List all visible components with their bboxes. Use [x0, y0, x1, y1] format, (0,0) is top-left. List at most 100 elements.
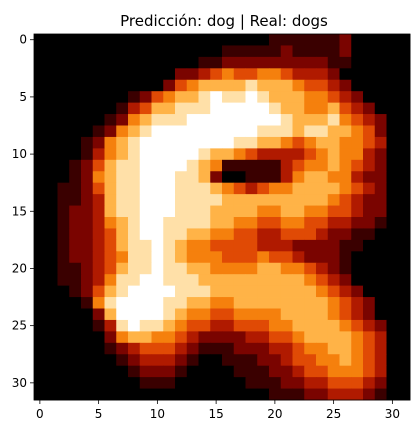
pixel-cell	[139, 56, 152, 69]
pixel-cell	[45, 45, 58, 58]
pixel-cell	[57, 91, 70, 104]
pixel-cell	[245, 319, 258, 332]
pixel-cell	[386, 297, 399, 309]
pixel-cell	[198, 354, 211, 367]
pixel-cell	[57, 68, 70, 81]
pixel-cell	[139, 228, 152, 241]
pixel-cell	[92, 262, 105, 275]
pixel-cell	[257, 114, 270, 126]
pixel-cell	[304, 56, 317, 69]
pixel-cell	[151, 114, 164, 126]
pixel-cell	[292, 388, 305, 401]
pixel-cell	[69, 136, 82, 149]
pixel-cell	[280, 171, 293, 184]
pixel-cell	[116, 148, 129, 161]
pixel-cell	[386, 136, 399, 149]
pixel-cell	[34, 205, 47, 218]
pixel-cell	[339, 34, 352, 46]
pixel-cell	[233, 79, 246, 92]
pixel-cell	[128, 102, 141, 115]
pixel-cell	[269, 182, 282, 195]
pixel-cell	[351, 274, 364, 287]
pixel-cell	[374, 68, 387, 81]
pixel-cell	[233, 136, 246, 149]
pixel-cell	[398, 56, 411, 69]
pixel-cell	[34, 365, 47, 378]
pixel-cell	[139, 377, 152, 389]
pixel-cell	[128, 136, 141, 149]
pixel-cell	[339, 251, 352, 264]
pixel-cell	[81, 114, 94, 126]
pixel-cell	[92, 159, 105, 172]
pixel-cell	[233, 171, 246, 184]
pixel-cell	[245, 297, 258, 309]
pixel-cell	[257, 354, 270, 367]
pixel-cell	[104, 56, 117, 69]
pixel-cell	[116, 285, 129, 298]
pixel-cell	[398, 159, 411, 172]
pixel-cell	[45, 217, 58, 229]
pixel-cell	[351, 297, 364, 309]
pixel-cell	[186, 285, 199, 298]
pixel-cell	[386, 171, 399, 184]
pixel-cell	[398, 148, 411, 161]
pixel-cell	[257, 102, 270, 115]
pixel-cell	[280, 331, 293, 344]
pixel-cell	[81, 182, 94, 195]
pixel-cell	[139, 102, 152, 115]
pixel-cell	[104, 217, 117, 229]
pixel-cell	[139, 34, 152, 46]
pixel-cell	[257, 217, 270, 229]
pixel-cell	[175, 91, 188, 104]
pixel-cell	[45, 274, 58, 287]
pixel-cell	[351, 308, 364, 321]
pixel-cell	[351, 182, 364, 195]
pixel-cell	[327, 45, 340, 58]
pixel-cell	[175, 34, 188, 46]
pixel-cell	[128, 159, 141, 172]
pixel-cell	[222, 342, 235, 355]
pixel-cell	[45, 377, 58, 389]
pixel-cell	[151, 136, 164, 149]
pixel-cell	[69, 377, 82, 389]
pixel-cell	[363, 217, 376, 229]
pixel-cell	[374, 114, 387, 126]
pixel-cell	[316, 102, 329, 115]
pixel-cell	[45, 365, 58, 378]
pixel-cell	[186, 308, 199, 321]
pixel-cell	[163, 205, 176, 218]
pixel-cell	[116, 262, 129, 275]
pixel-cell	[327, 79, 340, 92]
pixel-cell	[304, 182, 317, 195]
pixel-cell	[304, 114, 317, 126]
pixel-cell	[186, 239, 199, 252]
pixel-cell	[316, 319, 329, 332]
pixel-cell	[245, 125, 258, 138]
pixel-cell	[374, 262, 387, 275]
pixel-cell	[292, 125, 305, 138]
pixel-cell	[327, 125, 340, 138]
pixel-cell	[222, 68, 235, 81]
pixel-cell	[128, 125, 141, 138]
pixel-cell	[292, 297, 305, 309]
pixel-cell	[292, 148, 305, 161]
pixel-cell	[92, 274, 105, 287]
pixel-cell	[339, 102, 352, 115]
pixel-cell	[245, 251, 258, 264]
pixel-cell	[351, 365, 364, 378]
pixel-cell	[104, 205, 117, 218]
pixel-cell	[339, 136, 352, 149]
pixel-cell	[57, 171, 70, 184]
pixel-cell	[163, 217, 176, 229]
pixel-cell	[34, 274, 47, 287]
pixel-cell	[163, 342, 176, 355]
axes-frame	[33, 33, 411, 401]
pixel-cell	[151, 148, 164, 161]
pixel-cell	[210, 45, 223, 58]
pixel-cell	[339, 228, 352, 241]
pixel-cell	[233, 274, 246, 287]
pixel-cell	[116, 79, 129, 92]
pixel-cell	[339, 354, 352, 367]
pixel-cell	[374, 194, 387, 206]
pixel-cell	[280, 365, 293, 378]
